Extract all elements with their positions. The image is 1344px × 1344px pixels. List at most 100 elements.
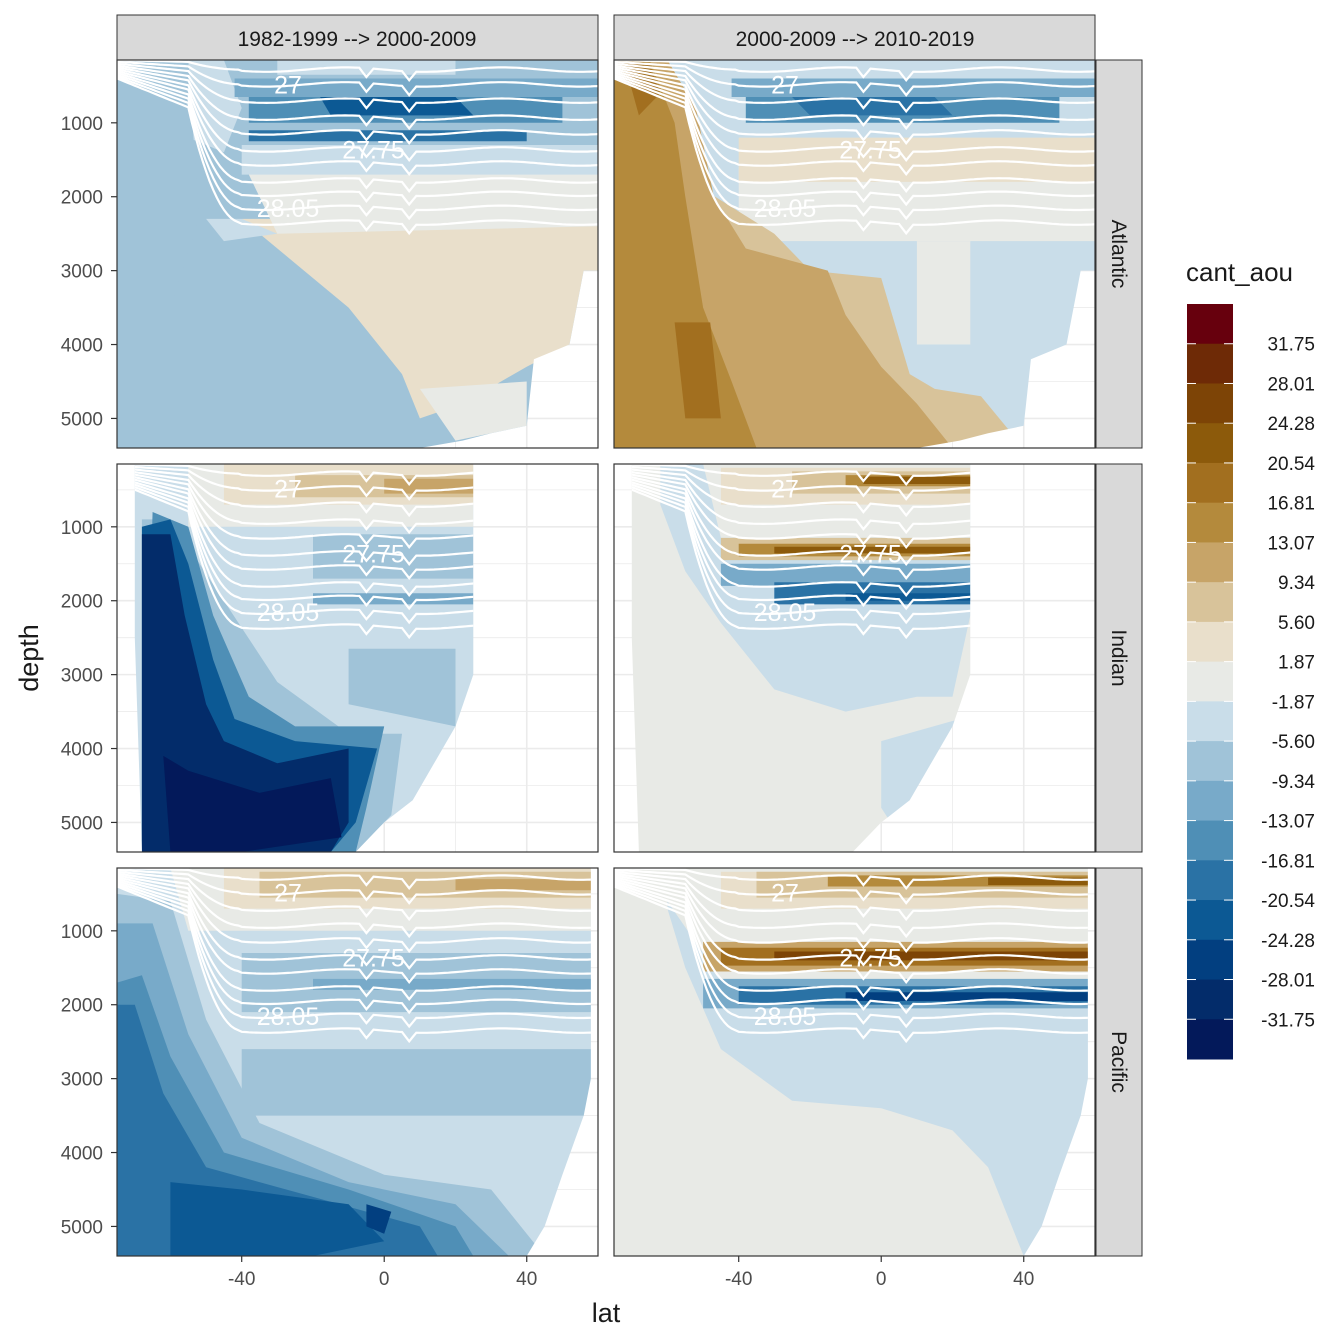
contour-band	[170, 1182, 385, 1256]
density-isoline	[614, 881, 1095, 1015]
density-isoline	[117, 474, 598, 580]
contour-band	[320, 97, 474, 116]
legend-swatch	[1187, 383, 1233, 424]
density-isoline	[117, 868, 598, 905]
y-axis: 1000 2000 3000 4000 5000 1000 2000 3000 4000 5000…	[61, 114, 117, 1238]
density-isoline	[117, 477, 598, 611]
density-isoline	[614, 474, 1095, 580]
x-axis: -40 0 40 -40 0 40	[228, 1256, 1034, 1290]
legend-label: -16.81	[1261, 851, 1315, 872]
density-isoline	[614, 879, 1095, 1001]
legend-swatch	[1187, 1019, 1233, 1060]
density-isoline	[117, 68, 598, 162]
y-tick-label: 4000	[61, 1144, 103, 1165]
panel-border	[613, 463, 1096, 853]
density-isoline	[117, 70, 598, 176]
legend-swatch	[1187, 860, 1233, 901]
legend-label: -13.07	[1261, 812, 1315, 833]
density-isoline	[117, 66, 598, 145]
column-strips: 1982-1999 --> 2000-2009 2000-2009 --> 20…	[116, 14, 1096, 61]
legend-title: cant_aou	[1186, 257, 1293, 287]
panel-atlantic-2: 27 27.75 28.05	[613, 59, 1096, 449]
contour-band	[277, 60, 456, 75]
contour-fill	[614, 60, 1095, 448]
isolines: 27 27.75 28.05	[614, 60, 1095, 236]
contour-band	[313, 534, 474, 579]
x-tick-label: -40	[725, 1269, 752, 1290]
density-isoline	[117, 73, 598, 207]
x-tick-label: -40	[228, 1269, 255, 1290]
panel-atlantic-1: 27 27.75 28.05	[116, 59, 599, 449]
legend: cant_aou 31.75 28.01 24.28 20.54 16.81 13.07 9.…	[1186, 257, 1315, 1060]
density-isoline	[614, 479, 1095, 625]
contour-band	[163, 755, 342, 852]
strip-row-atlantic-label: Atlantic	[1107, 220, 1130, 289]
y-tick-label: 4000	[61, 740, 103, 761]
contour-band	[455, 879, 591, 891]
legend-swatch	[1187, 900, 1233, 941]
y-tick-label: 5000	[61, 1217, 103, 1238]
y-tick-label: 1000	[61, 114, 103, 135]
panel-border	[116, 867, 599, 1257]
density-isoline	[117, 883, 598, 1029]
legend-label: 20.54	[1267, 454, 1315, 475]
contour-fill	[117, 868, 598, 1256]
isoline-label: 28.05	[257, 1003, 320, 1031]
contour-band	[419, 381, 527, 441]
contour-band	[738, 167, 1095, 242]
density-isoline	[117, 64, 598, 131]
density-isoline	[614, 75, 1095, 221]
density-isoline	[117, 472, 598, 566]
strip-row-pacific-label: Pacific	[1107, 1031, 1130, 1093]
density-isoline	[614, 874, 1095, 953]
isoline-label: 27.75	[342, 136, 405, 164]
legend-swatch	[1187, 780, 1233, 822]
legend-label: -28.01	[1261, 971, 1315, 992]
density-isoline	[117, 878, 598, 984]
contour-fill	[614, 868, 1095, 1256]
density-isoline	[117, 470, 598, 549]
legend-label: -24.28	[1261, 931, 1315, 952]
density-isoline	[614, 868, 1095, 891]
density-isoline	[614, 477, 1095, 611]
density-isoline	[117, 77, 598, 236]
density-isoline	[614, 60, 1095, 97]
strip-col-2	[613, 14, 1096, 61]
density-isoline	[614, 481, 1095, 640]
contour-fill	[117, 60, 598, 448]
legend-label: 9.34	[1278, 573, 1315, 594]
panel-border	[116, 463, 599, 853]
density-isoline	[117, 464, 598, 487]
isolines: 27 27.75 28.05	[117, 60, 598, 236]
legend-swatch	[1187, 462, 1233, 504]
contour-band	[738, 137, 1095, 182]
density-isoline	[117, 479, 598, 625]
contour-band	[667, 901, 1095, 1256]
isoline-label: 28.05	[257, 195, 320, 223]
isoline-label: 27.75	[342, 944, 405, 972]
isolines: 27 27.75 28.05	[117, 868, 598, 1044]
density-isoline	[614, 872, 1095, 939]
x-axis-title: lat	[592, 1298, 621, 1328]
density-isoline	[614, 64, 1095, 131]
isolines: 27 27.75 28.05	[614, 464, 1095, 640]
isoline-label: 28.05	[754, 1003, 817, 1031]
legend-swatch	[1187, 741, 1233, 782]
density-isoline	[614, 883, 1095, 1029]
isoline-label: 28.05	[257, 599, 320, 627]
contour-band	[674, 322, 721, 419]
legend-swatch	[1187, 304, 1233, 345]
legend-swatch	[1187, 423, 1233, 464]
density-isoline	[614, 868, 1095, 905]
density-isoline	[117, 879, 598, 1001]
strip-col-1-label: 1982-1999 --> 2000-2009	[238, 28, 477, 51]
strip-col-1	[116, 14, 599, 61]
y-tick-label: 1000	[61, 518, 103, 539]
density-isoline	[117, 885, 598, 1044]
isoline-label: 27	[771, 71, 799, 99]
density-isoline	[614, 62, 1095, 114]
legend-label: -5.60	[1272, 732, 1315, 753]
contour-band	[206, 218, 278, 242]
density-isoline	[117, 475, 598, 597]
